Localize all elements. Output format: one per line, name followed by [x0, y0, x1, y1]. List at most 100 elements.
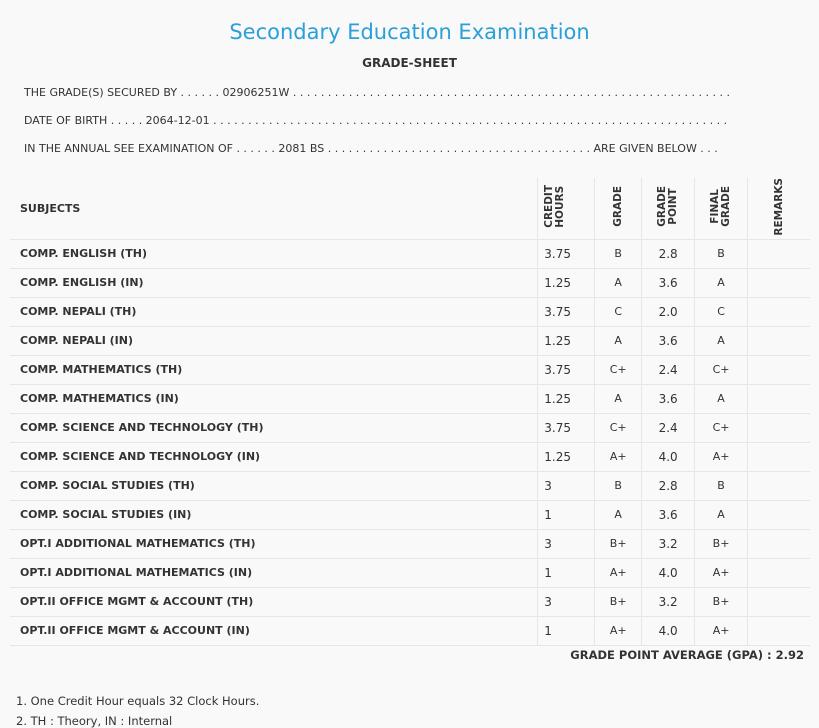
grade-point-cell: 3.6	[641, 500, 695, 530]
credit-hours-cell: 1	[537, 616, 595, 646]
header-grade: GRADE	[594, 178, 642, 240]
grade-sheet-heading: GRADE-SHEET	[362, 56, 457, 70]
remarks-cell	[747, 558, 810, 588]
credit-hours-cell: 3	[537, 471, 595, 501]
grade-cell: A+	[594, 442, 642, 472]
note-abbreviations: 2. TH : Theory, IN : Internal	[16, 714, 173, 728]
header-final-grade-label: FINAL GRADE	[709, 186, 733, 228]
grade-point-cell: 2.4	[641, 413, 695, 443]
subject-cell: COMP. ENGLISH (IN)	[10, 268, 538, 298]
table-row: OPT.I ADDITIONAL MATHEMATICS (TH) 3 B+ 3.2 B…	[10, 529, 810, 559]
table-row: OPT.II OFFICE MGMT & ACCOUNT (TH) 3 B+ 3.2 B…	[10, 587, 810, 617]
credit-hours-cell: 3	[537, 529, 595, 559]
credit-hours-cell: 3.75	[537, 413, 595, 443]
gpa-summary: GRADE POINT AVERAGE (GPA) : 2.92	[570, 648, 804, 662]
grade-cell: C+	[594, 355, 642, 385]
credit-hours-cell: 1.25	[537, 442, 595, 472]
exam-line: IN THE ANNUAL SEE EXAMINATION OF . . . .…	[24, 142, 718, 155]
grade-point-cell: 3.6	[641, 326, 695, 356]
final-grade-cell: C	[694, 297, 748, 327]
remarks-cell	[747, 413, 810, 443]
credit-hours-cell: 3.75	[537, 239, 595, 269]
subject-cell: COMP. MATHEMATICS (TH)	[10, 355, 538, 385]
remarks-cell	[747, 529, 810, 559]
final-grade-cell: C+	[694, 413, 748, 443]
grade-point-cell: 2.4	[641, 355, 695, 385]
grade-point-cell: 3.2	[641, 529, 695, 559]
header-grade-label: GRADE	[611, 186, 624, 228]
credit-hours-cell: 3	[537, 587, 595, 617]
table-row: COMP. ENGLISH (IN) 1.25 A 3.6 A	[10, 268, 810, 298]
credit-hours-cell: 1	[537, 500, 595, 530]
subject-cell: OPT.II OFFICE MGMT & ACCOUNT (IN)	[10, 616, 538, 646]
grade-point-cell: 2.8	[641, 471, 695, 501]
table-header-row: SUBJECTS CREDIT HOURS GRADE GRADE POINT …	[10, 178, 810, 240]
final-grade-cell: A+	[694, 558, 748, 588]
remarks-cell	[747, 268, 810, 298]
grade-point-cell: 2.8	[641, 239, 695, 269]
final-grade-cell: B	[694, 471, 748, 501]
grade-cell: A	[594, 326, 642, 356]
grade-cell: B+	[594, 529, 642, 559]
date-of-birth-line: DATE OF BIRTH . . . . . 2064-12-01 . . .…	[24, 114, 728, 127]
table-row: OPT.II OFFICE MGMT & ACCOUNT (IN) 1 A+ 4.0 A…	[10, 616, 810, 646]
grade-point-cell: 4.0	[641, 558, 695, 588]
subject-cell: COMP. ENGLISH (TH)	[10, 239, 538, 269]
remarks-cell	[747, 355, 810, 385]
header-credit-hours-label: CREDIT HOURS	[543, 185, 567, 229]
subject-cell: COMP. SOCIAL STUDIES (TH)	[10, 471, 538, 501]
remarks-cell	[747, 326, 810, 356]
header-remarks: REMARKS	[747, 178, 810, 240]
header-credit-hours: CREDIT HOURS	[537, 178, 595, 240]
grade-point-cell: 3.2	[641, 587, 695, 617]
table-row: COMP. SOCIAL STUDIES (TH) 3 B 2.8 B	[10, 471, 810, 501]
header-final-grade: FINAL GRADE	[694, 178, 748, 240]
grade-cell: A+	[594, 558, 642, 588]
table-row: COMP. SOCIAL STUDIES (IN) 1 A 3.6 A	[10, 500, 810, 530]
grade-cell: A	[594, 384, 642, 414]
table-row: COMP. NEPALI (IN) 1.25 A 3.6 A	[10, 326, 810, 356]
remarks-cell	[747, 500, 810, 530]
final-grade-cell: C+	[694, 355, 748, 385]
table-row: COMP. MATHEMATICS (IN) 1.25 A 3.6 A	[10, 384, 810, 414]
subject-cell: COMP. SCIENCE AND TECHNOLOGY (IN)	[10, 442, 538, 472]
grades-table: SUBJECTS CREDIT HOURS GRADE GRADE POINT …	[10, 178, 810, 646]
grade-cell: A+	[594, 616, 642, 646]
table-row: OPT.I ADDITIONAL MATHEMATICS (IN) 1 A+ 4.0 A…	[10, 558, 810, 588]
grade-cell: A	[594, 500, 642, 530]
grade-point-cell: 3.6	[641, 268, 695, 298]
subject-cell: COMP. NEPALI (IN)	[10, 326, 538, 356]
header-remarks-label: REMARKS	[772, 178, 785, 236]
credit-hours-cell: 1.25	[537, 326, 595, 356]
final-grade-cell: A	[694, 326, 748, 356]
subject-cell: COMP. SOCIAL STUDIES (IN)	[10, 500, 538, 530]
grade-cell: C	[594, 297, 642, 327]
grade-cell: B	[594, 239, 642, 269]
credit-hours-cell: 1	[537, 558, 595, 588]
remarks-cell	[747, 297, 810, 327]
subject-cell: COMP. SCIENCE AND TECHNOLOGY (TH)	[10, 413, 538, 443]
grade-point-cell: 3.6	[641, 384, 695, 414]
subject-cell: OPT.I ADDITIONAL MATHEMATICS (IN)	[10, 558, 538, 588]
credit-hours-cell: 1.25	[537, 384, 595, 414]
grade-cell: C+	[594, 413, 642, 443]
exam-title: Secondary Education Examination	[229, 20, 590, 44]
remarks-cell	[747, 384, 810, 414]
header-subjects: SUBJECTS	[10, 178, 538, 240]
table-row: COMP. SCIENCE AND TECHNOLOGY (IN) 1.25 A+ 4…	[10, 442, 810, 472]
subject-cell: COMP. NEPALI (TH)	[10, 297, 538, 327]
subject-cell: COMP. MATHEMATICS (IN)	[10, 384, 538, 414]
credit-hours-cell: 3.75	[537, 355, 595, 385]
subject-cell: OPT.I ADDITIONAL MATHEMATICS (TH)	[10, 529, 538, 559]
header-grade-point-label: GRADE POINT	[656, 186, 680, 228]
grade-cell: B	[594, 471, 642, 501]
remarks-cell	[747, 616, 810, 646]
final-grade-cell: B	[694, 239, 748, 269]
final-grade-cell: B+	[694, 587, 748, 617]
credit-hours-cell: 1.25	[537, 268, 595, 298]
final-grade-cell: A	[694, 500, 748, 530]
remarks-cell	[747, 239, 810, 269]
table-row: COMP. ENGLISH (TH) 3.75 B 2.8 B	[10, 239, 810, 269]
secured-by-line: THE GRADE(S) SECURED BY . . . . . . 0290…	[24, 86, 730, 99]
grade-cell: A	[594, 268, 642, 298]
